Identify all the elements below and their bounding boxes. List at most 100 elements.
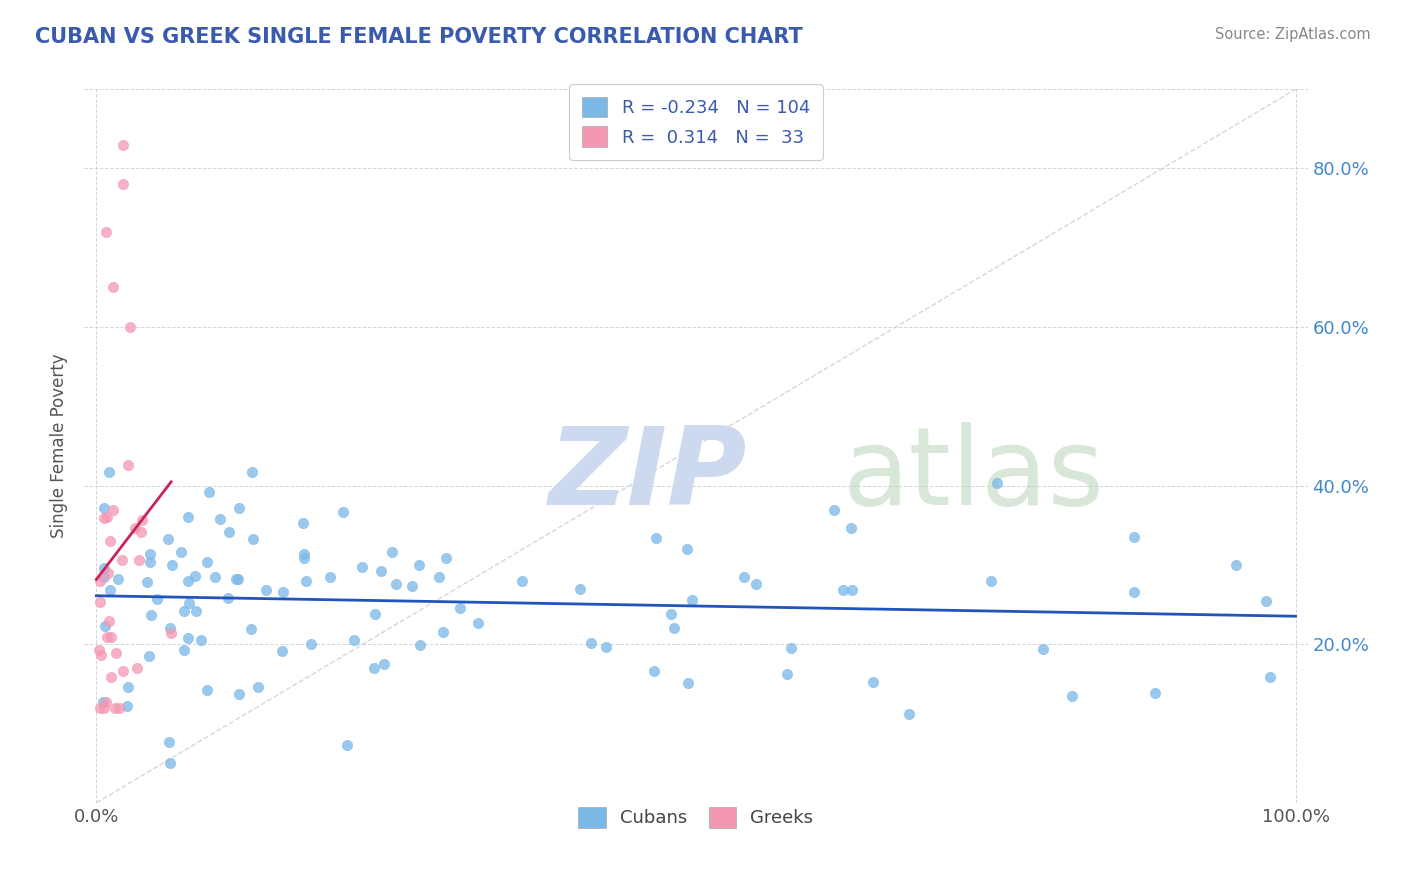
Point [733,570,755,584]
Point [271,584,294,599]
Point [97,466,120,480]
Point [94,225,117,239]
Point [195,683,218,698]
Point [449,601,471,615]
Point [93,560,115,574]
Point [343,632,366,647]
Point [408,558,430,573]
Point [228,687,250,701]
Point [104,700,127,714]
Point [363,607,385,621]
Point [246,680,269,694]
Point [225,572,247,586]
Point [89,574,111,589]
Point [579,636,602,650]
Point [157,735,180,749]
Point [595,640,617,654]
Point [103,280,125,294]
Y-axis label: Single Female Poverty: Single Female Poverty [51,354,69,538]
Point [363,661,385,675]
Point [97,614,120,628]
Point [1144,686,1167,700]
Point [1254,593,1277,607]
Point [862,674,884,689]
Point [373,657,395,672]
Point [127,661,149,675]
Point [209,512,232,526]
Point [100,671,122,685]
Point [117,680,139,694]
Point [676,675,699,690]
Point [841,521,863,535]
Point [897,706,920,721]
Point [292,516,315,530]
Point [97,566,120,581]
Point [177,632,200,646]
Point [1062,689,1084,703]
Point [89,643,111,657]
Point [292,547,315,561]
Point [115,699,138,714]
Point [124,521,146,535]
Point [176,510,198,524]
Text: atlas: atlas [842,422,1105,527]
Point [138,648,160,663]
Point [89,700,111,714]
Point [146,592,169,607]
Point [177,596,200,610]
Point [292,550,315,565]
Point [156,532,179,546]
Text: Source: ZipAtlas.com: Source: ZipAtlas.com [1215,27,1371,42]
Point [510,574,533,588]
Point [96,509,118,524]
Point [96,630,118,644]
Point [160,626,183,640]
Point [183,569,205,583]
Point [159,756,181,771]
Point [129,525,152,540]
Point [93,570,115,584]
Point [467,615,489,630]
Point [332,505,354,519]
Point [204,570,226,584]
Point [775,666,797,681]
Point [352,560,374,574]
Point [644,531,666,545]
Text: CUBAN VS GREEK SINGLE FEMALE POVERTY CORRELATION CHART: CUBAN VS GREEK SINGLE FEMALE POVERTY COR… [35,27,803,46]
Point [141,607,163,622]
Point [295,574,318,589]
Point [94,695,117,709]
Point [643,665,665,679]
Point [1032,641,1054,656]
Point [131,513,153,527]
Point [139,547,162,561]
Point [434,550,457,565]
Point [336,738,359,752]
Point [662,621,685,635]
Point [568,582,591,596]
Point [254,582,277,597]
Point [318,570,340,584]
Point [1123,585,1146,599]
Point [841,582,863,597]
Point [1258,670,1281,684]
Point [226,573,249,587]
Point [381,545,404,559]
Point [177,574,200,589]
Point [93,501,115,516]
Point [98,534,121,549]
Point [675,541,697,556]
Point [111,137,134,152]
Point [186,604,208,618]
Point [112,665,135,679]
Point [217,591,239,605]
Point [427,570,450,584]
Point [681,593,703,607]
Point [370,565,392,579]
Point [384,576,406,591]
Point [128,553,150,567]
Point [93,700,115,714]
Point [98,582,121,597]
Point [101,502,124,516]
Point [90,648,112,662]
